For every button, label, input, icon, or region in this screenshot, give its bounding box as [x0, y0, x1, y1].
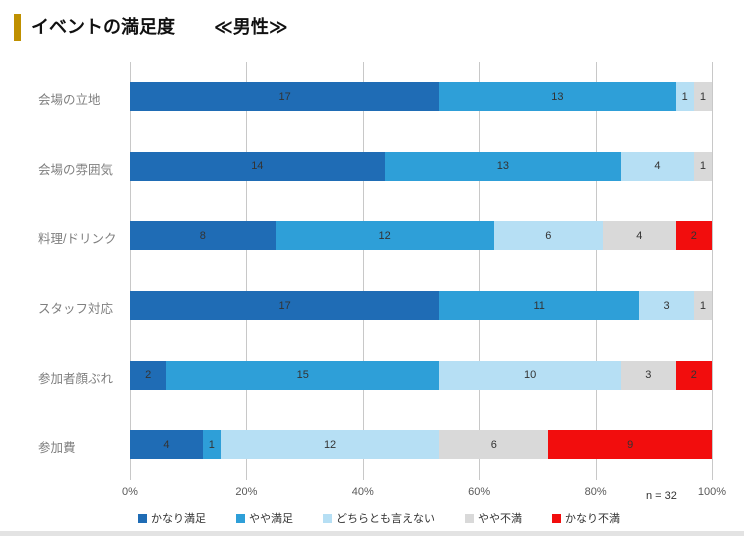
category-label: 参加者顔ぶれ [38, 371, 114, 386]
bar-segment: 3 [639, 291, 694, 320]
bar-segment: 1 [675, 82, 694, 111]
category-label: 会場の雰囲気 [38, 162, 114, 177]
gridline [712, 62, 713, 480]
bar-segment: 14 [130, 151, 385, 181]
title-gender-tag: ≪男性≫ [214, 17, 288, 37]
bar-segment: 4 [602, 221, 676, 251]
legend-label: やや不満 [478, 513, 522, 525]
page-title: イベントの満足度 ≪男性≫ [31, 14, 288, 41]
legend-item: やや満足 [236, 510, 293, 526]
legend-swatch [236, 513, 245, 523]
x-axis-tick-label: 20% [235, 486, 258, 498]
bar-segment: 13 [384, 151, 622, 181]
bottom-border [0, 531, 744, 536]
x-axis-tick-label: 80% [584, 486, 607, 498]
bar-segment: 8 [130, 221, 276, 251]
bar-segment: 4 [130, 430, 203, 460]
bar-segment: 11 [439, 291, 640, 320]
gridline [362, 62, 364, 480]
x-axis-tick-label: 60% [468, 486, 491, 498]
legend: かなり満足 やや満足 どちらとも言えない やや不満 かなり不満 [138, 510, 620, 526]
bar-row: 2 15 10 3 2 [130, 360, 712, 390]
satisfaction-stacked-bar-chart: 会場の立地 会場の雰囲気 料理/ドリンク スタッフ対応 参加者顔ぶれ 参加費 17 13 1 1… [0, 62, 744, 532]
x-axis: 0% 20% 40% 60% 80% 100% [122, 486, 726, 500]
legend-item: かなり満足 [138, 510, 206, 526]
bar-segment: 6 [439, 430, 549, 460]
chart-header: イベントの満足度 ≪男性≫ [14, 14, 288, 41]
legend-label: かなり満足 [151, 513, 206, 525]
bar-segment: 3 [621, 360, 676, 390]
legend-swatch [323, 513, 332, 523]
category-label: 会場の立地 [38, 93, 101, 107]
bar-segment: 9 [548, 430, 712, 460]
bar-segment: 1 [202, 430, 221, 460]
bar-segment: 2 [130, 360, 167, 390]
bar-segment: 10 [439, 360, 622, 390]
bar-segment: 12 [275, 221, 494, 251]
bar-row: 4 1 12 6 9 [130, 430, 712, 460]
title-accent-bar [14, 14, 21, 41]
bar-row: 17 13 1 1 [130, 82, 712, 111]
x-axis-tick-label: 0% [122, 486, 138, 498]
bar-segment: 2 [675, 221, 712, 251]
bar-row: 8 12 6 4 2 [130, 221, 712, 251]
x-axis-tick-label: 40% [351, 486, 374, 498]
title-text: イベントの満足度 [31, 17, 175, 37]
bar-segment: 1 [693, 291, 712, 320]
bar-segment: 17 [130, 82, 440, 111]
bar-row: 14 13 4 1 [130, 151, 712, 181]
legend-label: どちらとも言えない [336, 513, 435, 525]
bar-segment: 1 [693, 151, 712, 181]
bar-segment: 1 [693, 82, 712, 111]
bar-segment: 12 [220, 430, 440, 460]
legend-item: かなり不満 [552, 510, 620, 526]
legend-item: どちらとも言えない [323, 510, 435, 526]
bar-segment: 4 [621, 151, 694, 181]
sample-size-label: n = 32 [646, 490, 677, 502]
legend-label: やや満足 [249, 513, 293, 525]
gridline [595, 62, 597, 480]
plot-area: 17 13 1 1 14 13 4 1 8 12 6 4 2 17 11 3 1 2 15 10 3 2 4 1 12 6 9 [130, 62, 713, 480]
category-label: 参加費 [38, 441, 76, 456]
bar-segment: 17 [130, 291, 440, 320]
legend-swatch [138, 513, 147, 523]
bar-segment: 6 [493, 221, 603, 251]
gridline [479, 62, 481, 480]
bar-segment: 13 [439, 82, 676, 111]
gridline [130, 62, 131, 480]
category-label: 料理/ドリンク [38, 232, 117, 247]
bar-segment: 2 [675, 360, 712, 390]
legend-item: やや不満 [465, 510, 522, 526]
bar-segment: 15 [166, 360, 440, 390]
legend-swatch [552, 513, 561, 523]
category-label: スタッフ対応 [38, 302, 114, 316]
legend-label: かなり不満 [565, 513, 620, 525]
x-axis-tick-label: 100% [697, 486, 727, 498]
legend-swatch [465, 513, 474, 523]
category-labels: 会場の立地会場の雰囲気 料理/ドリンク スタッフ対応 参加者顔ぶれ 参加費 [38, 62, 128, 480]
bar-row: 17 11 3 1 [130, 291, 712, 320]
gridline [246, 62, 248, 480]
